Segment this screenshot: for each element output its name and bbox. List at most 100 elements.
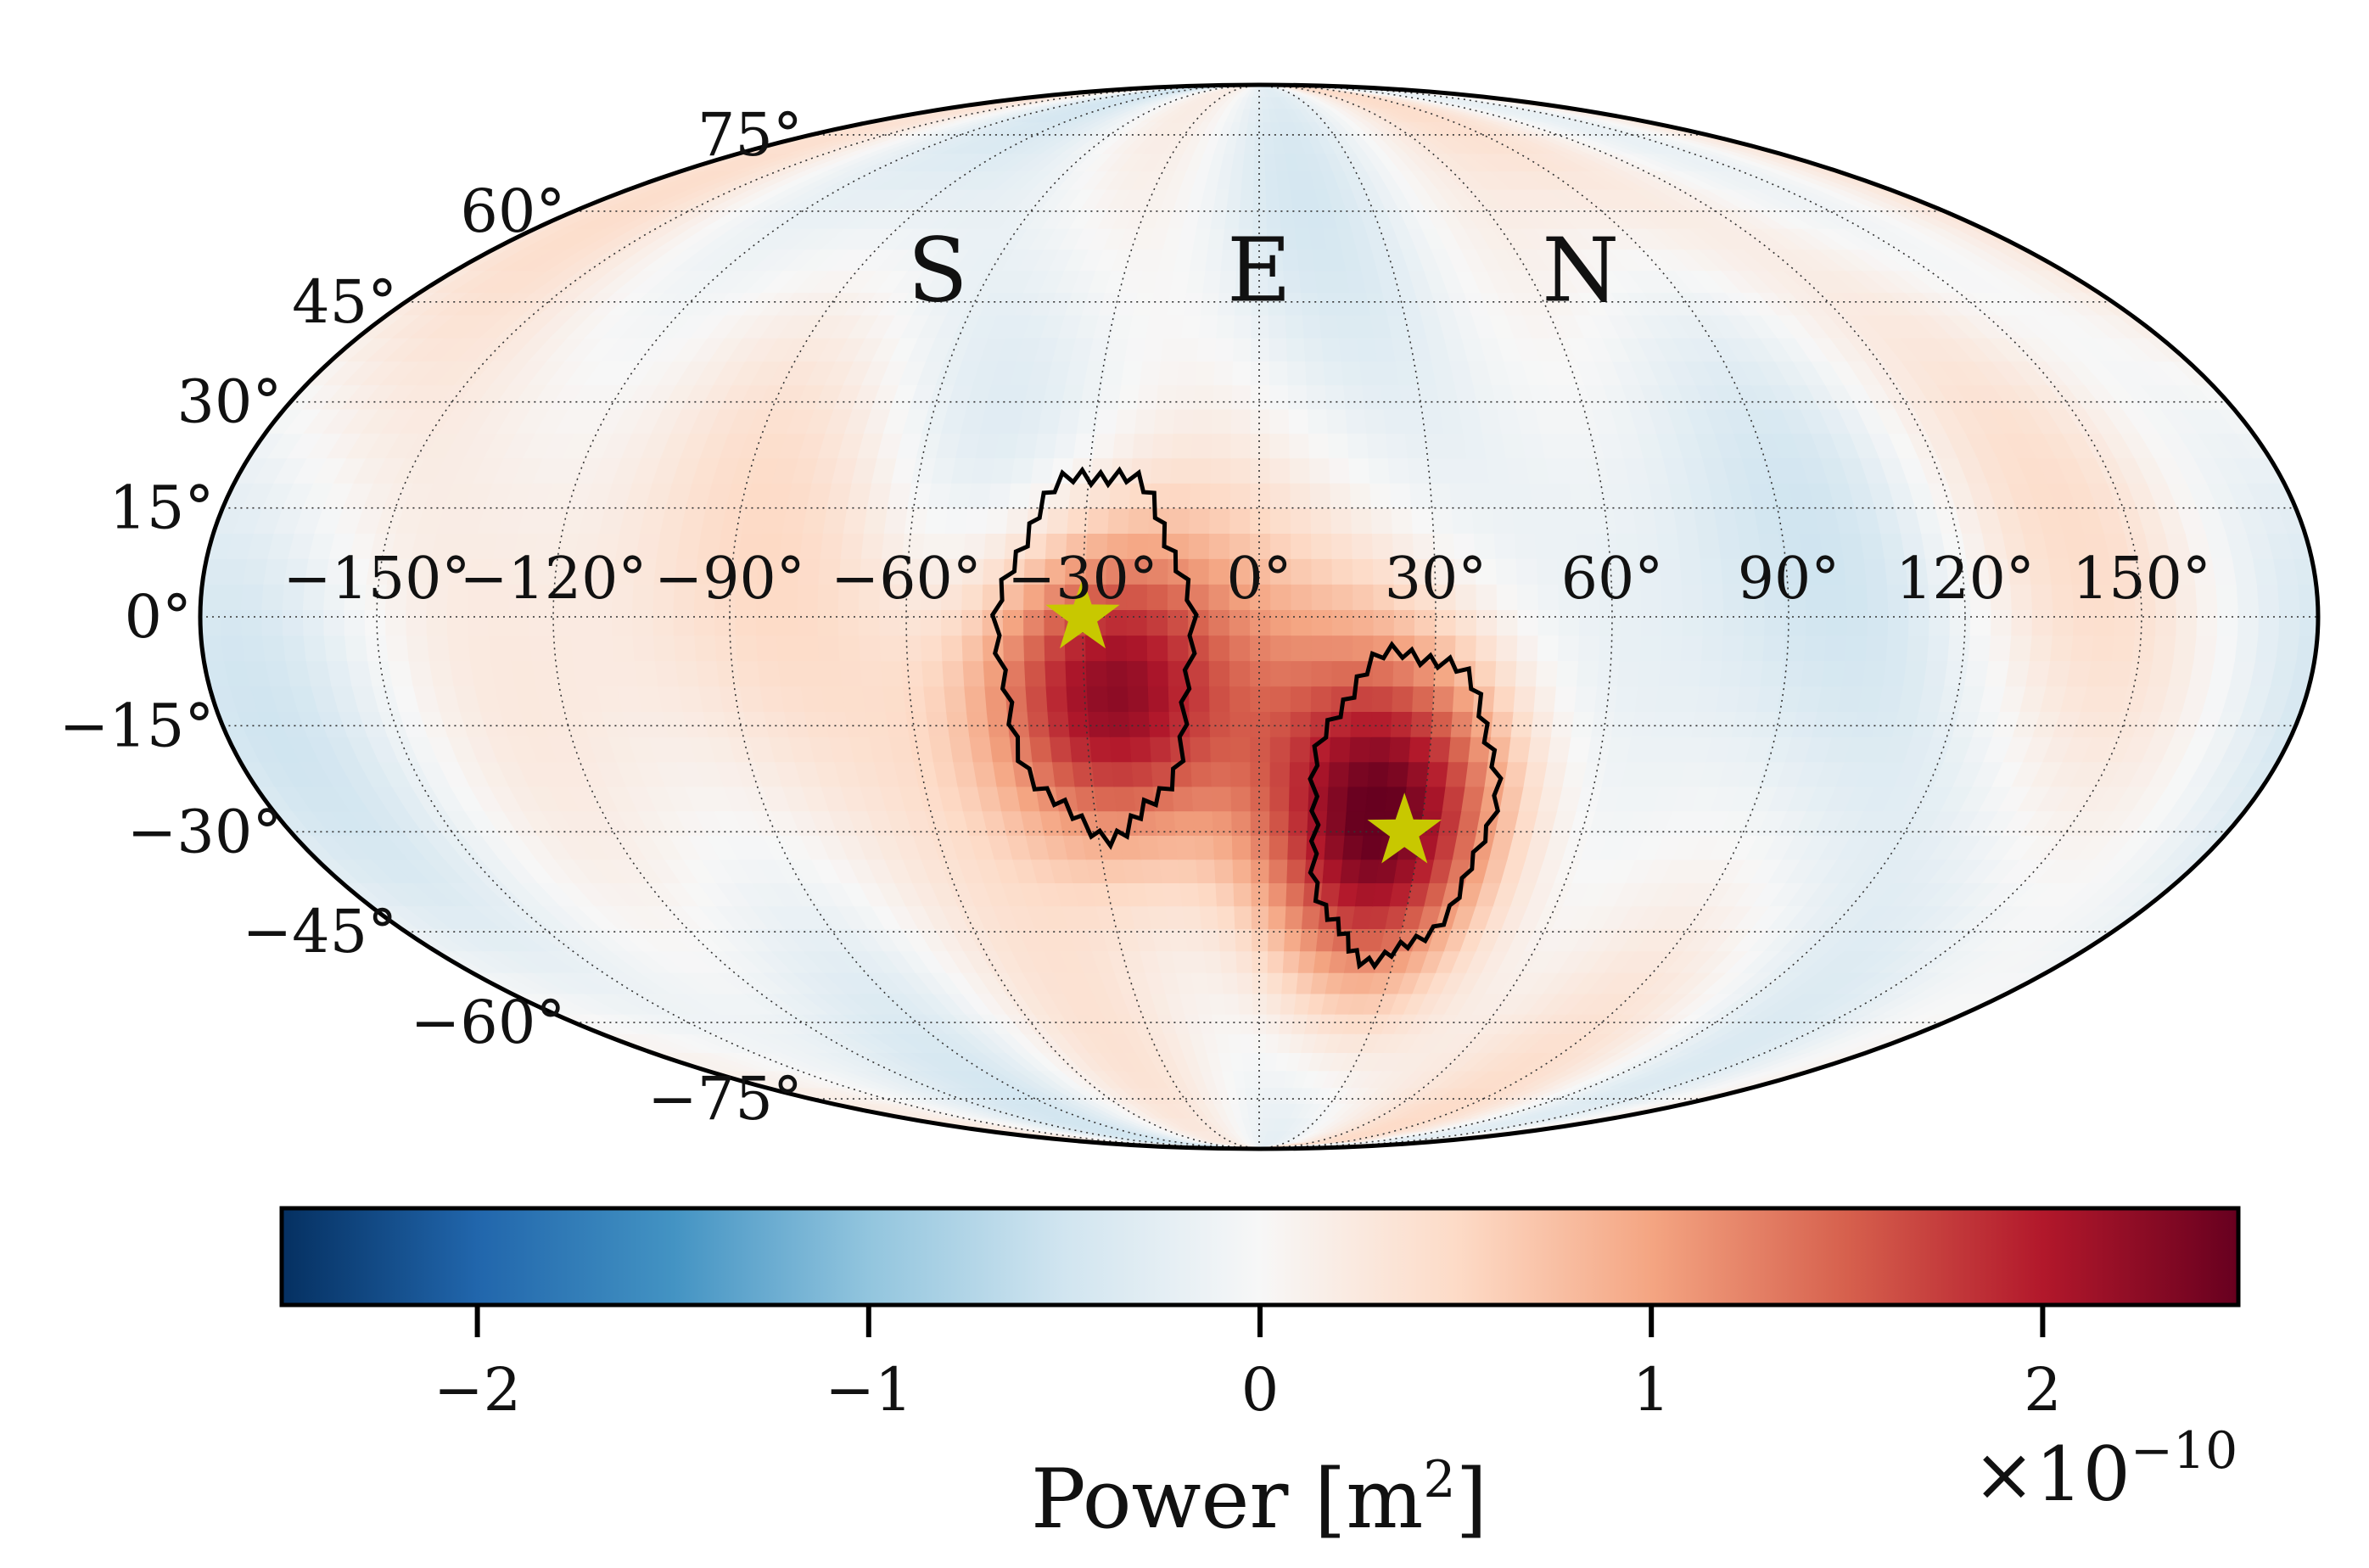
heatmap-cell	[1225, 1013, 1242, 1034]
heatmap-cell	[1246, 1102, 1257, 1119]
heatmap-cell	[1515, 659, 1538, 687]
heatmap-cell	[735, 608, 758, 636]
heatmap-cell	[988, 736, 1014, 763]
heatmap-cell	[1251, 927, 1269, 952]
heatmap-cell	[1425, 760, 1450, 787]
heatmap-cell	[1107, 710, 1131, 737]
heatmap-cell	[1089, 736, 1113, 763]
heatmap-cell	[1251, 337, 1270, 362]
heatmap-cell	[1269, 433, 1291, 459]
heatmap-cell	[1558, 608, 1581, 636]
heatmap-cell	[1988, 634, 2013, 662]
heatmap-cell	[905, 710, 931, 737]
heatmap-cell	[2276, 634, 2301, 662]
heatmap-cell	[839, 659, 864, 687]
heatmap-cell	[1266, 993, 1283, 1015]
heatmap-cell	[364, 608, 387, 636]
heatmap-cell	[1173, 810, 1196, 837]
heatmap-cell	[837, 634, 861, 662]
heatmap-cell	[1221, 972, 1240, 994]
heatmap-cell	[1329, 736, 1352, 763]
heatmap-cell	[467, 608, 490, 636]
heatmap-cell	[1269, 710, 1292, 737]
heatmap-cell	[1368, 457, 1391, 484]
heatmap-cell	[1612, 507, 1638, 535]
heatmap-cell	[944, 685, 968, 713]
heatmap-cell	[1678, 659, 1703, 687]
heatmap-cell	[1534, 532, 1559, 559]
power-heatmap	[200, 85, 2318, 1149]
heatmap-cell	[1291, 557, 1313, 585]
heatmap-cell	[572, 659, 598, 687]
heatmap-cell	[1269, 685, 1292, 713]
heatmap-cell	[1126, 634, 1149, 662]
heatmap-cell	[1169, 482, 1192, 509]
heatmap-cell	[903, 685, 927, 713]
heatmap-cell	[220, 583, 244, 611]
heatmap-cell	[693, 608, 716, 636]
heatmap-cell	[1025, 685, 1049, 713]
heatmap-cell	[2173, 634, 2198, 662]
heatmap-cell	[2114, 608, 2137, 636]
heatmap-cell	[1269, 858, 1289, 884]
heatmap-cell	[1190, 433, 1213, 459]
heatmap-cell	[1392, 659, 1415, 687]
heatmap-cell	[1353, 583, 1375, 611]
heatmap-cell	[385, 634, 410, 662]
heatmap-cell	[1148, 710, 1171, 737]
heatmap-cell	[1699, 659, 1723, 687]
heatmap-cell	[632, 608, 654, 636]
heatmap-cell	[1208, 608, 1231, 636]
heatmap-cell	[1393, 608, 1416, 636]
heatmap-cell	[1167, 634, 1190, 662]
heatmap-cell	[969, 736, 994, 763]
heatmap-cell	[1045, 685, 1069, 713]
heatmap-cell	[1206, 972, 1225, 994]
heatmap-cell	[1174, 384, 1196, 410]
heatmap-cell	[1270, 634, 1292, 662]
heatmap-cell	[759, 685, 786, 713]
heatmap-cell	[1633, 507, 1658, 535]
heatmap-cell	[777, 659, 803, 687]
heatmap-cell	[1232, 360, 1252, 386]
heatmap-cell	[1371, 685, 1394, 713]
heatmap-cell	[1291, 608, 1313, 636]
heatmap-cell	[1362, 384, 1385, 410]
heatmap-cell	[1106, 685, 1130, 713]
heatmap-cell	[2215, 583, 2239, 611]
heatmap-cell	[570, 634, 595, 662]
heatmap-cell	[1617, 659, 1641, 687]
heatmap-cell	[1722, 608, 1745, 636]
heatmap-cell	[1346, 786, 1369, 812]
heatmap-cell	[1413, 659, 1436, 687]
heatmap-cell	[1210, 208, 1228, 229]
heatmap-cell	[1008, 482, 1033, 509]
heatmap-cell	[1516, 583, 1539, 611]
heatmap-cell	[1577, 659, 1600, 687]
heatmap-cell	[1882, 659, 1908, 687]
heatmap-cell	[1023, 659, 1047, 687]
heatmap-cell	[2052, 608, 2075, 636]
heatmap-cell	[1156, 384, 1178, 410]
heatmap-cell	[1023, 608, 1045, 636]
heatmap-cell	[1134, 408, 1157, 434]
heatmap-cell	[1591, 710, 1616, 737]
heatmap-cell	[1298, 270, 1319, 294]
heatmap-cell	[1112, 433, 1136, 459]
heatmap-cell	[1431, 507, 1455, 535]
heatmap-cell	[1241, 170, 1255, 190]
heatmap-cell	[283, 634, 307, 662]
heatmap-cell	[1249, 659, 1272, 687]
heatmap-cell	[1290, 685, 1313, 713]
heatmap-cell	[1760, 659, 1785, 687]
heatmap-cell	[1722, 634, 1745, 662]
heatmap-cell	[1244, 136, 1257, 154]
heatmap-cell	[2214, 634, 2239, 662]
heatmap-cell	[1193, 384, 1215, 410]
heatmap-cell	[1423, 786, 1447, 812]
heatmap-cell	[1229, 760, 1252, 787]
heatmap-cell	[1471, 507, 1495, 535]
heatmap-cell	[1305, 360, 1326, 386]
heatmap-cell	[735, 634, 759, 662]
heatmap-cell	[1093, 433, 1117, 459]
